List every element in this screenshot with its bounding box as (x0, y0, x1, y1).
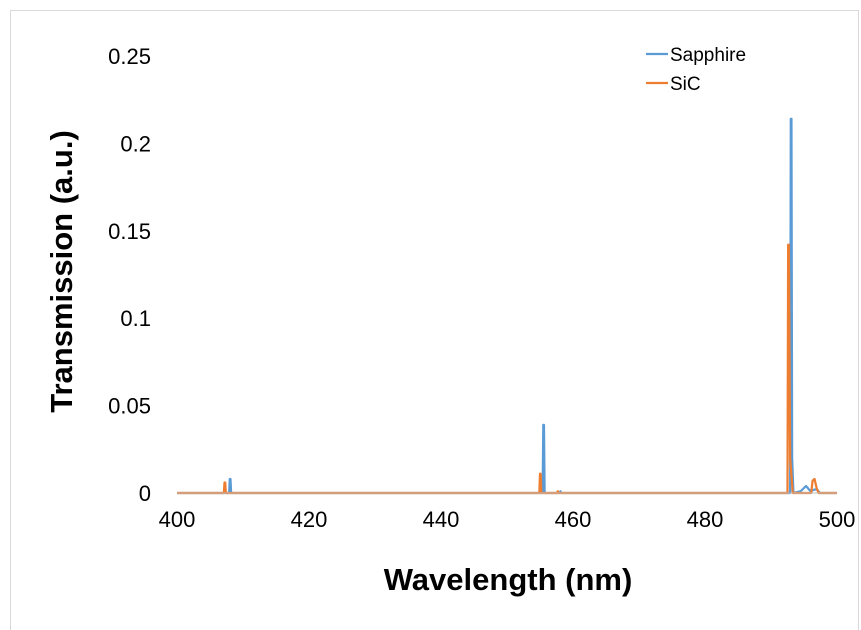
y-tick-label: 0.1 (120, 306, 151, 331)
y-axis-title: Transmission (a.u.) (44, 130, 79, 413)
x-tick-label: 500 (819, 507, 856, 532)
plot-series (177, 117, 837, 495)
x-tick-label: 440 (423, 507, 460, 532)
x-tick-labels: 400 420 440 460 480 500 (159, 507, 856, 532)
y-tick-label: 0.25 (108, 44, 151, 69)
legend-label: SiC (670, 74, 701, 95)
y-tick-labels: 0 0.05 0.1 0.15 0.2 0.25 (108, 44, 151, 506)
x-tick-label: 400 (159, 507, 196, 532)
x-axis-title: Wavelength (nm) (384, 562, 633, 597)
y-tick-label: 0.15 (108, 219, 151, 244)
series-line-sapphire (177, 117, 837, 495)
legend-label: Sapphire (670, 45, 746, 66)
chart-frame (10, 10, 859, 630)
legend: Sapphire SiC (646, 45, 746, 95)
y-tick-label: 0.2 (120, 131, 151, 156)
x-tick-label: 480 (687, 507, 724, 532)
series-line-sic (177, 243, 837, 495)
y-tick-label: 0 (139, 481, 151, 506)
x-tick-label: 420 (291, 507, 328, 532)
x-tick-label: 460 (555, 507, 592, 532)
y-tick-label: 0.05 (108, 394, 151, 419)
